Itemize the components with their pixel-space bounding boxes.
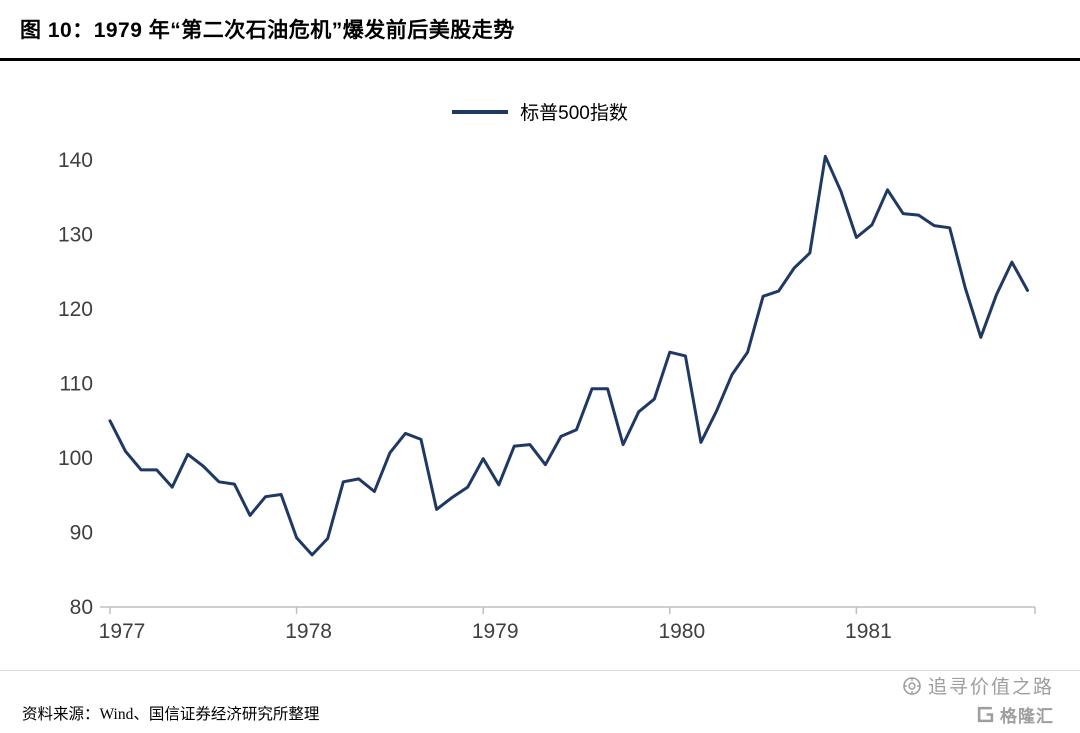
compass-coin-icon bbox=[903, 676, 921, 695]
title-underline-rule bbox=[0, 58, 1080, 61]
watermark-row: 追寻价值之路 bbox=[902, 672, 1054, 699]
legend-label: 标普500指数 bbox=[520, 103, 628, 124]
logo-row: 格隆汇 bbox=[977, 702, 1054, 727]
y-tick-label: 140 bbox=[58, 149, 93, 172]
y-tick-label: 110 bbox=[60, 373, 93, 396]
y-tick-label: 120 bbox=[58, 298, 93, 321]
footer-divider bbox=[0, 670, 1080, 671]
figure-title: 图 10：1979 年“第二次石油危机”爆发前后美股走势 bbox=[20, 19, 515, 42]
watermark-text: 追寻价值之路 bbox=[927, 677, 1054, 698]
y-tick-label: 130 bbox=[58, 224, 93, 247]
logo-text: 格隆汇 bbox=[1000, 707, 1054, 726]
y-tick-label: 100 bbox=[58, 447, 93, 470]
chart-svg: 1977 1978 1979 1980 1981 80 90 100 110 120 130 140 bbox=[58, 149, 1036, 643]
x-tick-label: 1978 bbox=[285, 620, 332, 643]
gelonghui-logo-icon bbox=[977, 706, 994, 723]
x-tick-label: 1977 bbox=[99, 620, 146, 643]
sp500-line-series bbox=[108, 154, 1029, 557]
y-tick-label: 80 bbox=[70, 596, 93, 619]
x-tick-label: 1981 bbox=[845, 620, 892, 643]
legend-line-marker bbox=[452, 109, 509, 114]
y-tick-label: 90 bbox=[70, 522, 93, 545]
source-note: 资料来源：Wind、国信证券经济研究所整理 bbox=[22, 706, 320, 723]
x-tick-label: 1980 bbox=[658, 620, 705, 643]
x-tick-label: 1979 bbox=[472, 620, 519, 643]
watermark: 追寻价值之路 格隆汇 bbox=[902, 672, 1054, 727]
chart-legend: 标普500指数 bbox=[0, 98, 1080, 125]
